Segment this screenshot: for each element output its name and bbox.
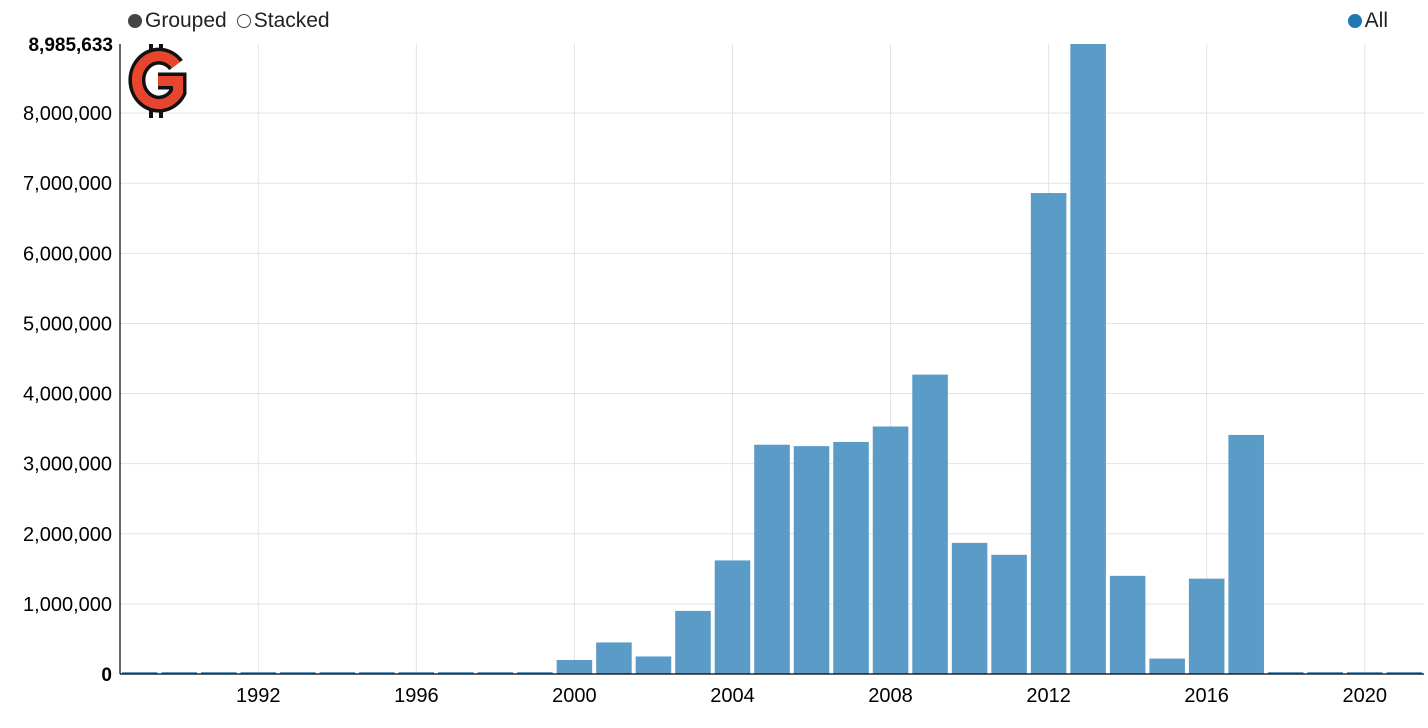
x-tick-label: 2012 xyxy=(1026,685,1071,707)
bar xyxy=(517,672,553,674)
y-tick-label: 2,000,000 xyxy=(23,524,112,546)
bar xyxy=(991,554,1027,674)
bar xyxy=(833,441,869,674)
bar xyxy=(398,672,435,674)
bar xyxy=(1228,434,1264,674)
bar xyxy=(1070,44,1106,674)
radio-empty-icon xyxy=(236,14,251,28)
bar xyxy=(438,672,474,674)
x-tick-label: 2008 xyxy=(868,685,913,707)
bars xyxy=(121,44,1423,674)
bar xyxy=(121,672,158,674)
bar xyxy=(951,542,988,674)
bar xyxy=(280,672,316,674)
bar xyxy=(1030,193,1067,674)
x-tick-label: 2000 xyxy=(552,685,597,707)
bar xyxy=(1149,658,1185,674)
bar xyxy=(754,444,790,674)
y-tick-label: 4,000,000 xyxy=(23,384,112,406)
x-tick-label: 1996 xyxy=(394,685,439,707)
bar xyxy=(201,672,237,674)
grouped-radio[interactable]: Grouped xyxy=(128,9,227,33)
y-tick-label: 7,000,000 xyxy=(23,173,112,195)
radio-filled-icon xyxy=(128,14,142,28)
y-max-label: 8,985,633 xyxy=(28,35,113,56)
bar xyxy=(1188,578,1225,674)
stacked-label: Stacked xyxy=(253,9,330,32)
bar xyxy=(1346,672,1383,674)
y-tick-label: 0 xyxy=(101,665,112,686)
y-tick-label: 5,000,000 xyxy=(23,313,112,335)
bar xyxy=(319,672,356,674)
x-tick-label: 2016 xyxy=(1184,685,1229,707)
y-tick-label: 6,000,000 xyxy=(23,243,112,265)
bar xyxy=(477,672,514,674)
gitcoin-g-logo-icon xyxy=(128,44,187,118)
x-tick-label: 1992 xyxy=(236,685,281,707)
grouped-label: Grouped xyxy=(145,9,227,32)
bar xyxy=(714,560,751,674)
stacked-radio[interactable]: Stacked xyxy=(236,9,330,33)
bar xyxy=(556,659,593,674)
bar xyxy=(161,672,198,674)
bar xyxy=(596,642,632,674)
bar xyxy=(635,656,672,674)
x-tick-label: 2004 xyxy=(710,685,755,707)
y-tick-label: 1,000,000 xyxy=(23,594,112,616)
y-tick-label: 3,000,000 xyxy=(23,454,112,476)
bar xyxy=(1267,672,1304,674)
legend-dot-icon xyxy=(1347,14,1362,28)
legend-label: All xyxy=(1364,9,1388,32)
bar xyxy=(675,610,711,674)
bar xyxy=(872,426,909,674)
legend-item-all[interactable]: All xyxy=(1347,8,1388,34)
chart-mode-controls: Grouped Stacked xyxy=(128,8,340,34)
bar xyxy=(912,374,948,674)
bar xyxy=(1307,672,1343,674)
bar xyxy=(240,672,277,674)
y-tick-label: 8,000,000 xyxy=(23,103,112,125)
bar xyxy=(793,446,830,674)
bar xyxy=(359,672,395,674)
x-tick-label: 2020 xyxy=(1342,685,1387,707)
axes: 0 1,000,000 2,000,000 3,000,000 4,000,000 5,0… xyxy=(23,35,1424,707)
bar xyxy=(1386,672,1423,674)
bar xyxy=(1109,575,1146,674)
